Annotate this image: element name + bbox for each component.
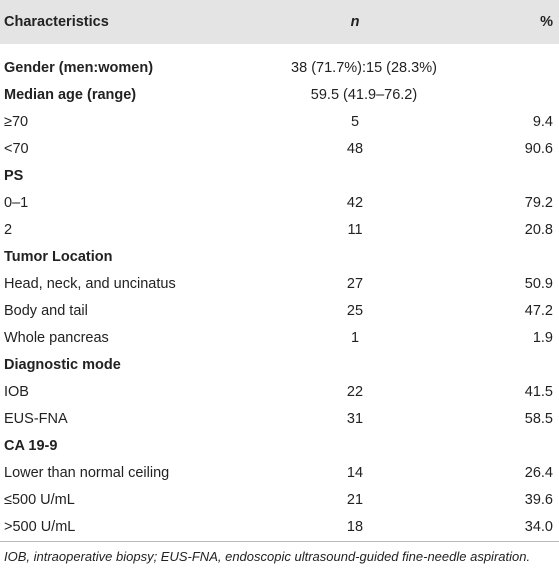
pct-value: 26.4 (524, 465, 553, 481)
pct-value: 39.6 (524, 492, 553, 508)
pct-value: 50.9 (524, 276, 553, 292)
row-label: ≥70 (4, 114, 29, 130)
header-cell: Characteristics (4, 14, 109, 30)
bottom-rule (0, 541, 559, 542)
pct-value: 1.9 (532, 330, 553, 346)
row-label: Median age (range) (4, 87, 137, 103)
row-label: ≤500 U/mL (4, 492, 75, 508)
section-heading: CA 19-9 (4, 438, 58, 454)
n-value: 14 (346, 465, 364, 481)
section-heading: Tumor Location (4, 249, 113, 265)
n-value: 27 (346, 276, 364, 292)
n-value: 31 (346, 411, 364, 427)
n-value: 22 (346, 384, 364, 400)
row-label: 2 (4, 222, 13, 238)
n-value: 48 (346, 141, 364, 157)
header-band (0, 0, 559, 44)
row-label: Head, neck, and uncinatus (4, 276, 176, 292)
row-label: Whole pancreas (4, 330, 109, 346)
n-value: 21 (346, 492, 364, 508)
header-cell: % (540, 14, 553, 30)
row-label: IOB (4, 384, 29, 400)
row-label: <70 (4, 141, 29, 157)
footnote: IOB, intraoperative biopsy; EUS-FNA, end… (4, 549, 531, 564)
row-label: Body and tail (4, 303, 88, 319)
n-value: 25 (346, 303, 364, 319)
pct-value: 58.5 (524, 411, 553, 427)
pct-value: 47.2 (524, 303, 553, 319)
row-label: Lower than normal ceiling (4, 465, 170, 481)
row-label: 0–1 (4, 195, 29, 211)
n-value: 18 (346, 519, 364, 535)
pct-value: 9.4 (532, 114, 553, 130)
pct-value: 79.2 (524, 195, 553, 211)
section-heading: Diagnostic mode (4, 357, 121, 373)
row-span-value: 38 (71.7%):15 (28.3%) (291, 60, 437, 76)
row-label: Gender (men:women) (4, 60, 154, 76)
pct-value: 90.6 (524, 141, 553, 157)
section-heading: PS (4, 168, 24, 184)
pct-value: 34.0 (524, 519, 553, 535)
row-span-value: 59.5 (41.9–76.2) (310, 87, 418, 103)
pct-value: 41.5 (524, 384, 553, 400)
row-label: EUS-FNA (4, 411, 68, 427)
n-value: 5 (350, 114, 360, 130)
n-value: 1 (350, 330, 360, 346)
header-cell: n (350, 14, 360, 30)
pct-value: 20.8 (524, 222, 553, 238)
n-value: 42 (346, 195, 364, 211)
n-value: 11 (347, 222, 363, 238)
row-label: >500 U/mL (4, 519, 76, 535)
